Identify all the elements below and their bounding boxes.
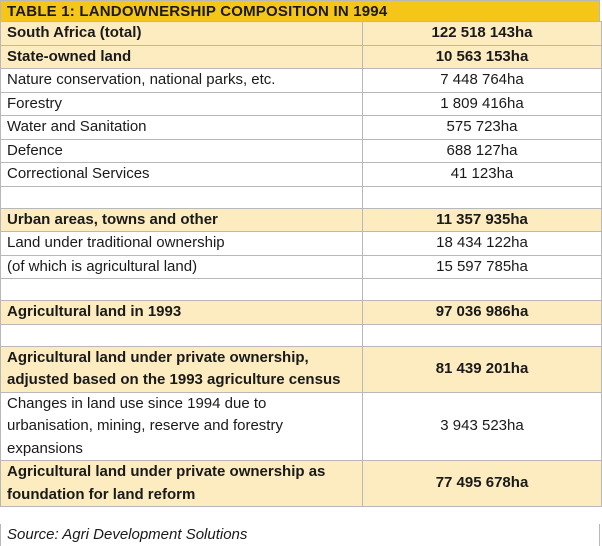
table-row: Land under traditional ownership 18 434 …	[0, 231, 602, 256]
row-label: Urban areas, towns and other	[0, 207, 363, 232]
row-label	[0, 323, 363, 347]
row-label: (of which is agricultural land)	[0, 254, 363, 279]
row-value: 575 723ha	[362, 115, 602, 140]
row-value: 1 809 416ha	[362, 91, 602, 116]
row-value: 97 036 986ha	[362, 300, 602, 325]
row-value: 15 597 785ha	[362, 254, 602, 279]
table-row: Urban areas, towns and other 11 357 935h…	[0, 207, 602, 232]
row-value: 3 943 523ha	[362, 391, 602, 461]
row-label	[0, 185, 363, 209]
row-label: Changes in land use since 1994 due to ur…	[0, 391, 363, 461]
row-value	[362, 185, 602, 209]
row-value: 77 495 678ha	[362, 460, 602, 507]
row-value	[362, 323, 602, 347]
table-row: South Africa (total) 122 518 143ha	[0, 21, 602, 46]
table-row: Changes in land use since 1994 due to ur…	[0, 391, 602, 461]
row-label	[0, 278, 363, 301]
row-label: Agricultural land in 1993	[0, 300, 363, 325]
row-label: Agricultural land under private ownershi…	[0, 460, 363, 507]
row-label: Water and Sanitation	[0, 115, 363, 140]
table-row: (of which is agricultural land) 15 597 7…	[0, 254, 602, 279]
land-ownership-table: South Africa (total) 122 518 143ha State…	[0, 21, 602, 507]
table-source: Source: Agri Development Solutions	[0, 524, 600, 546]
row-label: Correctional Services	[0, 162, 363, 187]
row-value: 11 357 935ha	[362, 207, 602, 232]
table-row: Agricultural land under private ownershi…	[0, 345, 602, 393]
row-value: 81 439 201ha	[362, 345, 602, 393]
row-label: Nature conservation, national parks, etc…	[0, 68, 363, 93]
blank-row	[0, 185, 602, 209]
row-value: 7 448 764ha	[362, 68, 602, 93]
table-row: Water and Sanitation 575 723ha	[0, 115, 602, 140]
table-row: Nature conservation, national parks, etc…	[0, 68, 602, 93]
table-row: Defence 688 127ha	[0, 138, 602, 163]
table-title: TABLE 1: LANDOWNERSHIP COMPOSITION IN 19…	[0, 0, 600, 21]
row-value: 10 563 153ha	[362, 44, 602, 69]
table-row: Correctional Services 41 123ha	[0, 162, 602, 187]
table-row: Agricultural land in 1993 97 036 986ha	[0, 300, 602, 325]
row-label: Land under traditional ownership	[0, 231, 363, 256]
blank-row	[0, 278, 602, 301]
row-label: State-owned land	[0, 44, 363, 69]
row-value: 18 434 122ha	[362, 231, 602, 256]
table-row: State-owned land 10 563 153ha	[0, 44, 602, 69]
row-value: 122 518 143ha	[362, 21, 602, 46]
table-row: Forestry 1 809 416ha	[0, 91, 602, 116]
row-value	[362, 278, 602, 301]
table-row: Agricultural land under private ownershi…	[0, 460, 602, 507]
row-value: 688 127ha	[362, 138, 602, 163]
row-label: Forestry	[0, 91, 363, 116]
row-label: South Africa (total)	[0, 21, 363, 46]
blank-row	[0, 323, 602, 347]
row-label: Agricultural land under private ownershi…	[0, 345, 363, 393]
row-label: Defence	[0, 138, 363, 163]
row-value: 41 123ha	[362, 162, 602, 187]
